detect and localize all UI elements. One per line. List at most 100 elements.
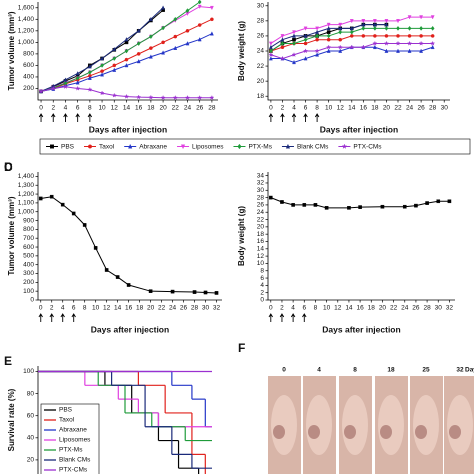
marker — [430, 15, 435, 20]
x-tick-label: 28 — [191, 305, 199, 312]
marker — [104, 268, 109, 272]
y-tick-label: 0 — [30, 297, 34, 304]
marker — [349, 19, 354, 24]
y-tick-label: 1,000 — [18, 39, 35, 46]
marker — [407, 25, 412, 31]
x-tick-label: 10 — [92, 305, 100, 312]
y-tick-label: 20 — [27, 457, 35, 464]
marker — [149, 34, 153, 39]
marker — [324, 206, 329, 210]
marker — [185, 41, 190, 46]
marker — [349, 44, 355, 50]
marker — [112, 46, 117, 52]
marker — [361, 22, 366, 27]
marker — [372, 44, 377, 50]
marker — [395, 40, 401, 46]
day-label: 32 — [456, 367, 464, 374]
y-axis-label: Body weight (g) — [237, 21, 246, 81]
legend-box — [40, 403, 100, 474]
x-tick-label: 2 — [281, 105, 285, 112]
marker — [136, 58, 141, 64]
x-tick-label: 20 — [379, 305, 387, 312]
marker — [172, 94, 178, 100]
x-tick-label: 18 — [136, 305, 144, 312]
x-tick-label: 8 — [83, 305, 87, 312]
marker — [112, 56, 117, 61]
panel-label: E — [4, 354, 12, 368]
x-tick-label: 4 — [61, 305, 65, 312]
axis-line — [37, 366, 39, 474]
y-tick-label: 2 — [260, 289, 264, 296]
x-tick-label: 10 — [323, 305, 331, 312]
marker — [430, 25, 435, 31]
marker — [419, 25, 423, 31]
x-tick-label: 8 — [88, 105, 92, 112]
legend-marker — [88, 144, 93, 149]
x-tick-label: 6 — [302, 305, 306, 312]
marker — [184, 94, 191, 100]
marker — [406, 40, 413, 46]
x-tick-label: 32 — [213, 305, 221, 312]
marker — [82, 223, 87, 227]
marker — [136, 52, 141, 56]
x-tick-label: 10 — [325, 105, 333, 112]
marker — [209, 5, 214, 11]
marker — [292, 37, 296, 42]
x-tick-label: 12 — [103, 305, 111, 312]
marker — [292, 41, 296, 46]
marker — [338, 22, 343, 28]
marker — [148, 16, 153, 22]
legend-label: Taxol — [59, 417, 75, 424]
marker — [349, 29, 354, 35]
dosing-arrow — [63, 113, 68, 122]
marker — [384, 25, 389, 31]
day-label: 0 — [282, 367, 286, 374]
marker — [373, 34, 377, 38]
y-tick-label: 100 — [23, 368, 34, 375]
x-tick-label: 0 — [269, 105, 273, 112]
marker — [280, 200, 284, 204]
dosing-arrow — [38, 313, 43, 322]
x-tick-label: 8 — [315, 105, 319, 112]
marker — [161, 5, 165, 10]
marker — [148, 54, 153, 59]
marker — [313, 203, 318, 207]
marker — [358, 205, 362, 209]
marker — [280, 34, 285, 39]
tumor — [449, 425, 461, 439]
legend-label: Blank CMs — [59, 457, 91, 464]
x-tick-label: 26 — [180, 305, 188, 312]
x-tick-label: 22 — [158, 305, 166, 312]
y-tick-label: 700 — [23, 235, 34, 242]
marker — [396, 25, 400, 31]
marker — [291, 52, 297, 57]
marker — [112, 67, 117, 72]
y-tick-label: 1,100 — [18, 200, 35, 207]
dosing-arrow — [268, 313, 273, 322]
y-tick-label: 100 — [23, 288, 34, 295]
x-tick-label: 22 — [394, 105, 402, 112]
mouse-body — [271, 395, 297, 455]
marker — [302, 48, 309, 54]
marker — [436, 199, 441, 204]
dosing-arrow — [38, 113, 44, 122]
dosing-arrow — [303, 113, 308, 122]
mouse-body — [413, 395, 439, 455]
y-tick-label: 34 — [257, 172, 265, 179]
dosing-arrow — [49, 313, 54, 322]
x-tick-label: 18 — [371, 105, 379, 112]
legend-label: PTX-Ms — [59, 447, 83, 454]
y-tick-label: 30 — [257, 2, 265, 9]
marker — [402, 204, 407, 209]
marker — [111, 92, 117, 98]
marker — [268, 195, 273, 200]
legend-label: PTX-CMs — [353, 144, 382, 151]
marker — [280, 45, 285, 50]
y-tick-label: 400 — [23, 261, 34, 268]
dosing-arrow — [268, 113, 274, 122]
y-tick-label: 1,300 — [18, 182, 35, 189]
marker — [292, 30, 296, 35]
y-tick-label: 4 — [260, 282, 264, 289]
marker — [303, 37, 308, 43]
mouse-body — [306, 395, 332, 455]
